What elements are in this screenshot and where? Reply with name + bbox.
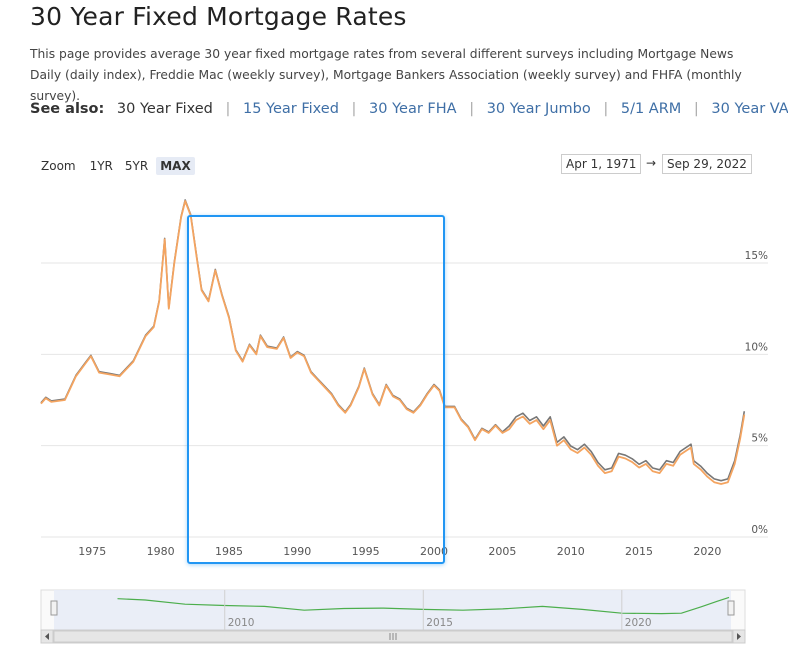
range-from-input[interactable]: Apr 1, 1971 xyxy=(561,154,642,174)
zoom-label: Zoom xyxy=(41,159,76,173)
series-lines xyxy=(40,199,746,485)
zoom-5yr-button[interactable]: 5YR xyxy=(124,159,149,173)
link-30-year-va[interactable]: 30 Year VA xyxy=(711,101,788,117)
see-also-label: See also: xyxy=(30,101,105,117)
x-tick-label: 2010 xyxy=(557,545,585,558)
separator: | xyxy=(693,101,699,117)
x-tick-label: 2020 xyxy=(693,545,721,558)
x-axis-labels: 1975 1980 1985 1990 1995 2000 2005 2010 2015 2020 xyxy=(78,545,721,558)
x-tick-label: 1995 xyxy=(352,545,380,558)
zoom-max-button[interactable]: MAX xyxy=(156,157,195,175)
y-tick-label: 5% xyxy=(751,433,768,445)
separator: | xyxy=(225,101,231,117)
range-to-input[interactable]: Sep 29, 2022 xyxy=(662,154,752,174)
link-5-1-arm[interactable]: 5/1 ARM xyxy=(620,101,682,117)
y-tick-label: 0% xyxy=(751,524,768,536)
navigator-right-handle xyxy=(727,600,735,616)
navigator-left-handle xyxy=(50,600,58,616)
separator: | xyxy=(351,101,357,117)
series-line-main xyxy=(40,200,746,485)
navigator-label: 2010 xyxy=(228,617,255,629)
separator: | xyxy=(603,101,609,117)
see-also-bar: See also: 30 Year Fixed | 15 Year Fixed … xyxy=(30,101,788,117)
arrow-right-icon xyxy=(737,633,741,640)
navigator-label: 2020 xyxy=(625,617,652,629)
x-tick-label: 2015 xyxy=(625,545,653,558)
y-tick-label: 10% xyxy=(745,341,768,353)
x-tick-label: 1990 xyxy=(283,545,311,558)
arrow-left-icon xyxy=(45,633,49,640)
grid-lines xyxy=(41,262,768,538)
y-tick-label: 15% xyxy=(745,250,768,262)
x-tick-label: 1985 xyxy=(215,545,243,558)
link-30-year-fha[interactable]: 30 Year FHA xyxy=(369,101,457,117)
navigator-selection xyxy=(54,590,731,630)
scrollbar[interactable] xyxy=(40,629,746,644)
series-line-secondary xyxy=(40,199,746,482)
navigator-label: 2015 xyxy=(426,617,453,629)
x-tick-label: 2005 xyxy=(488,545,516,558)
y-axis-labels: 0% 5% 10% 15% xyxy=(745,250,768,536)
link-15-year-fixed[interactable]: 15 Year Fixed xyxy=(242,101,339,117)
x-tick-label: 2000 xyxy=(420,545,448,558)
page-description: This page provides average 30 year fixed… xyxy=(30,47,742,103)
see-also-current: 30 Year Fixed xyxy=(116,101,213,117)
separator: | xyxy=(469,101,475,117)
x-tick-label: 1980 xyxy=(147,545,175,558)
x-tick-label: 1975 xyxy=(78,545,106,558)
navigator[interactable]: 2010 2015 2020 xyxy=(40,589,746,631)
zoom-1yr-button[interactable]: 1YR xyxy=(89,159,113,173)
link-30-year-jumbo[interactable]: 30 Year Jumbo xyxy=(486,101,591,117)
range-arrow: → xyxy=(646,156,657,170)
zoom-controls: Zoom 1YR 5YR MAX xyxy=(41,157,195,175)
page-title: 30 Year Fixed Mortgage Rates xyxy=(30,2,407,31)
